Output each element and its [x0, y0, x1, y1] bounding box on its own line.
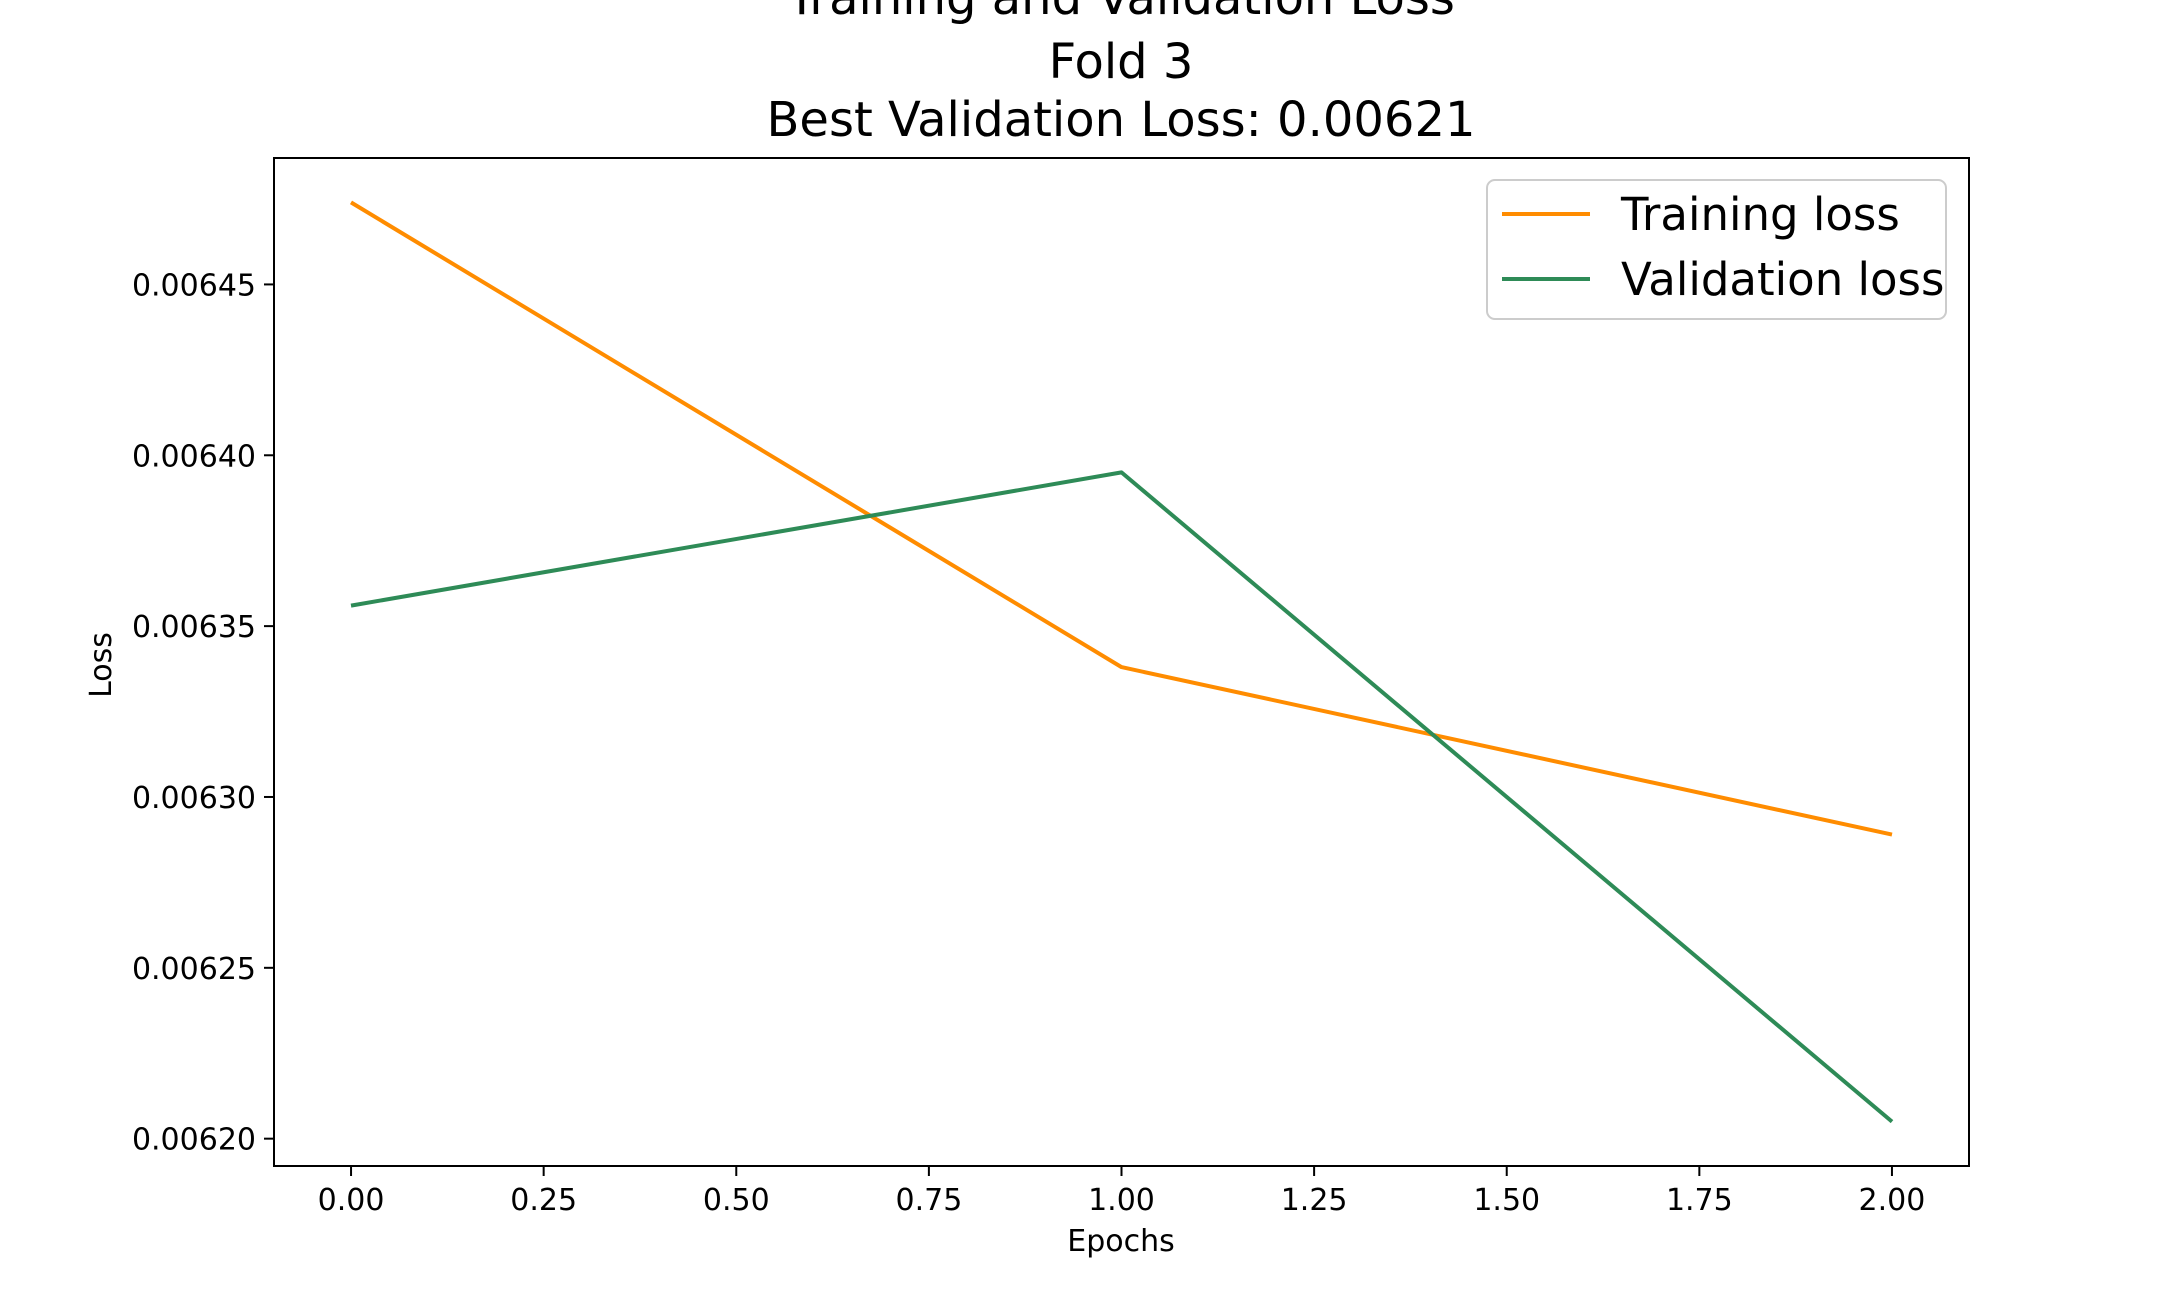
- legend-label-training: Training loss: [1620, 188, 1900, 241]
- x-axis-label: Epochs: [1067, 1224, 1175, 1259]
- plot-frame: [273, 157, 1970, 1167]
- title-line-3: Best Validation Loss: 0.00621: [766, 92, 1475, 148]
- x-axis-ticks: 0.00 0.25 0.50 0.75 1.00 1.25 1.50 1.75 2.00: [318, 1166, 1926, 1218]
- y-tick-label: 0.00635: [132, 610, 256, 645]
- y-axis-ticks: 0.00620 0.00625 0.00630 0.00635 0.00640 0.006…: [132, 268, 274, 1158]
- x-tick-label: 0.50: [703, 1183, 770, 1218]
- y-tick-label: 0.00625: [132, 952, 256, 987]
- y-tick-label: 0.00620: [132, 1123, 256, 1158]
- y-axis-label: Loss: [84, 632, 119, 698]
- x-tick-label: 0.75: [895, 1183, 962, 1218]
- legend-frame: [1486, 179, 1947, 320]
- x-tick-label: 2.00: [1859, 1183, 1926, 1218]
- x-tick-label: 1.25: [1281, 1183, 1348, 1218]
- x-tick-label: 0.00: [318, 1183, 385, 1218]
- series-lines: [349, 200, 1894, 1124]
- x-tick-label: 1.00: [1088, 1183, 1155, 1218]
- y-tick-label: 0.00630: [132, 781, 256, 816]
- title-line-1: Training and Validation Loss: [786, 0, 1455, 26]
- series-line-validation-loss: [350, 470, 1894, 1124]
- title-line-2: Fold 3: [1049, 34, 1194, 90]
- x-tick-label: 1.50: [1473, 1183, 1540, 1218]
- y-tick-label: 0.00640: [132, 439, 256, 474]
- legend: Training loss Validation loss: [1486, 179, 1947, 320]
- x-tick-label: 1.75: [1666, 1183, 1733, 1218]
- legend-label-validation: Validation loss: [1621, 253, 1944, 306]
- x-tick-label: 0.25: [510, 1183, 577, 1218]
- series-line-training-loss: [349, 200, 1893, 837]
- chart-title: Training and Validation Loss Fold 3 Best…: [766, 0, 1475, 148]
- y-tick-label: 0.00645: [132, 268, 256, 303]
